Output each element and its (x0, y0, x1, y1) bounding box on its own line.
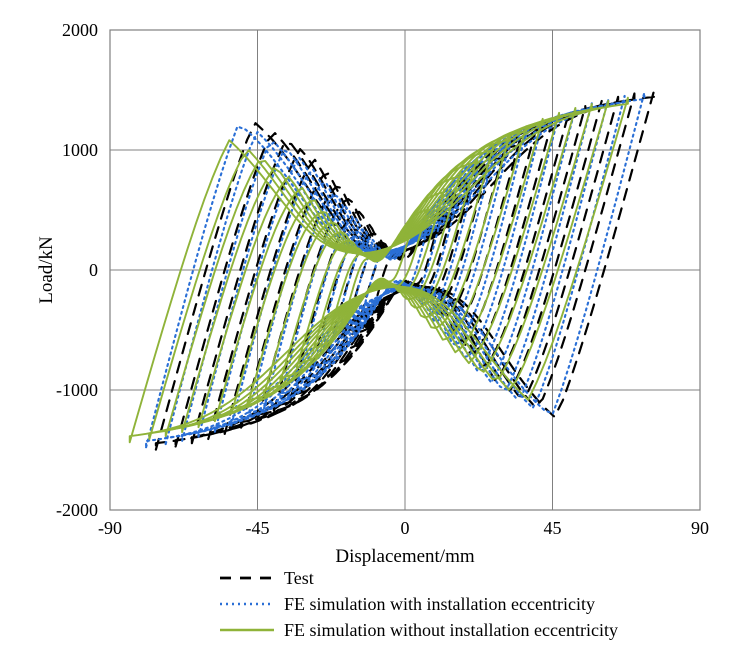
legend-label-fe-with-ecc: FE simulation with installation eccentri… (284, 594, 595, 614)
xtick-label: -90 (98, 518, 122, 538)
ytick-label: 0 (89, 260, 98, 280)
xtick-label: 0 (401, 518, 410, 538)
xtick-label: 45 (544, 518, 562, 538)
ytick-label: 1000 (62, 140, 98, 160)
legend-label-test: Test (284, 568, 314, 588)
ytick-label: 2000 (62, 20, 98, 40)
ytick-label: -2000 (56, 500, 98, 520)
x-axis-label: Displacement/mm (335, 546, 475, 567)
ytick-label: -1000 (56, 380, 98, 400)
xtick-label: 90 (691, 518, 709, 538)
y-axis-label: Load/kN (36, 236, 57, 304)
legend-label-fe-no-ecc: FE simulation without installation eccen… (284, 620, 618, 640)
hysteresis-chart: -90 -45 0 45 90 -2000 -1000 0 1000 2000 Displaceme… (0, 0, 742, 652)
xtick-label: -45 (246, 518, 270, 538)
